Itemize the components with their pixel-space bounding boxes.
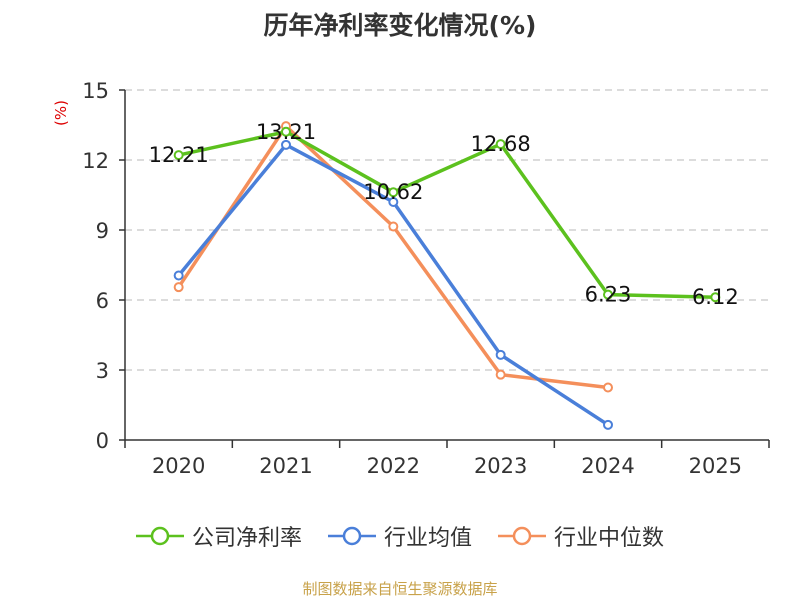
data-point-2 bbox=[603, 382, 613, 393]
series-line-2 bbox=[177, 124, 609, 390]
data-point-1 bbox=[603, 419, 613, 430]
data-point-1 bbox=[173, 270, 184, 281]
data-point-0 bbox=[388, 187, 399, 198]
legend-symbol-company bbox=[135, 526, 184, 546]
y-tick-label: 6 bbox=[96, 289, 109, 313]
data-point-0 bbox=[495, 139, 506, 150]
x-tick-label: 2024 bbox=[581, 454, 634, 478]
data-point-1 bbox=[388, 197, 399, 207]
data-source-note: 制图数据来自恒生聚源数据库 bbox=[302, 580, 498, 598]
data-label: 12.21 bbox=[149, 143, 209, 167]
legend-item-industry-median[interactable]: 行业中位数 bbox=[498, 520, 664, 552]
data-point-1 bbox=[281, 139, 291, 150]
legend-symbol-industry-median bbox=[498, 526, 546, 546]
data-label: 10.62 bbox=[363, 180, 423, 204]
data-point-2 bbox=[173, 282, 184, 293]
y-tick-label: 12 bbox=[82, 149, 109, 173]
y-tick-label: 0 bbox=[96, 429, 109, 453]
data-label: 6.23 bbox=[585, 283, 632, 307]
legend-label-company: 公司净利率 bbox=[191, 526, 302, 551]
x-tick-label: 2025 bbox=[689, 454, 742, 478]
legend-label-industry-mean: 行业均值 bbox=[383, 526, 472, 551]
legend-item-company-net-margin[interactable]: 公司净利率 bbox=[135, 520, 302, 552]
x-tick-label: 2023 bbox=[474, 454, 527, 478]
series-line-0 bbox=[178, 130, 716, 299]
y-tick-label: 3 bbox=[96, 359, 109, 383]
data-point-0 bbox=[603, 289, 613, 300]
data-label: 12.68 bbox=[471, 132, 531, 156]
x-tick-label: 2021 bbox=[259, 454, 312, 478]
legend-symbol-industry-mean bbox=[327, 526, 376, 546]
y-tick-label: 15 bbox=[82, 79, 109, 103]
data-label: 6.12 bbox=[692, 285, 739, 309]
data-point-0 bbox=[710, 292, 721, 303]
legend-label-industry-median: 行业中位数 bbox=[554, 526, 665, 551]
data-point-0 bbox=[281, 126, 291, 137]
y-tick-label: 9 bbox=[96, 219, 109, 243]
data-label: 13.21 bbox=[256, 120, 316, 144]
data-point-0 bbox=[173, 150, 184, 161]
chart-legend: 公司净利率 行业均值 行业中位数 bbox=[0, 520, 800, 552]
legend-item-industry-mean[interactable]: 行业均值 bbox=[327, 520, 472, 552]
data-point-2 bbox=[495, 369, 506, 380]
x-tick-label: 2022 bbox=[367, 454, 420, 478]
data-point-2 bbox=[388, 221, 399, 232]
data-point-1 bbox=[495, 349, 506, 360]
x-tick-label: 2020 bbox=[152, 454, 205, 478]
chart-title: 历年净利率变化情况(%) bbox=[263, 11, 537, 40]
